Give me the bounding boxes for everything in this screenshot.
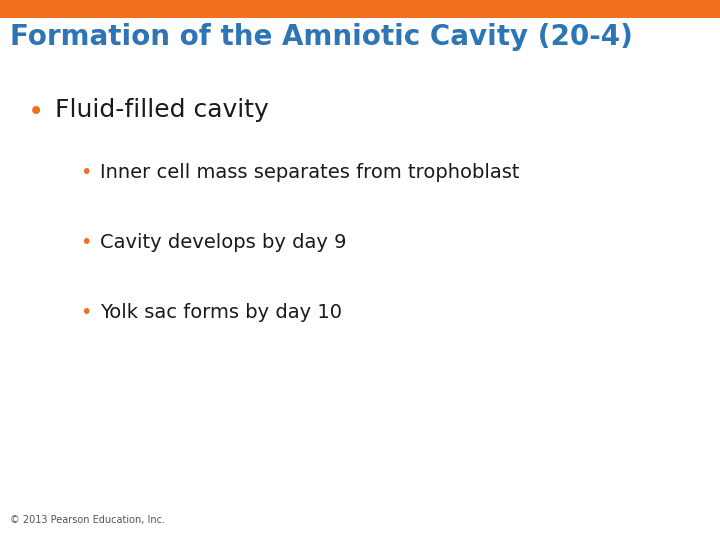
Text: Cavity develops by day 9: Cavity develops by day 9	[100, 233, 346, 252]
Text: © 2013 Pearson Education, Inc.: © 2013 Pearson Education, Inc.	[10, 515, 165, 525]
Text: Formation of the Amniotic Cavity (20-4): Formation of the Amniotic Cavity (20-4)	[10, 23, 633, 51]
Bar	[0, 0, 720, 18]
Text: •: •	[28, 98, 44, 126]
Text: •: •	[80, 233, 91, 252]
Text: •: •	[80, 303, 91, 322]
Text: Inner cell mass separates from trophoblast: Inner cell mass separates from trophobla…	[100, 163, 520, 182]
Text: Yolk sac forms by day 10: Yolk sac forms by day 10	[100, 303, 342, 322]
Text: •: •	[80, 163, 91, 182]
Text: Fluid-filled cavity: Fluid-filled cavity	[55, 98, 269, 122]
